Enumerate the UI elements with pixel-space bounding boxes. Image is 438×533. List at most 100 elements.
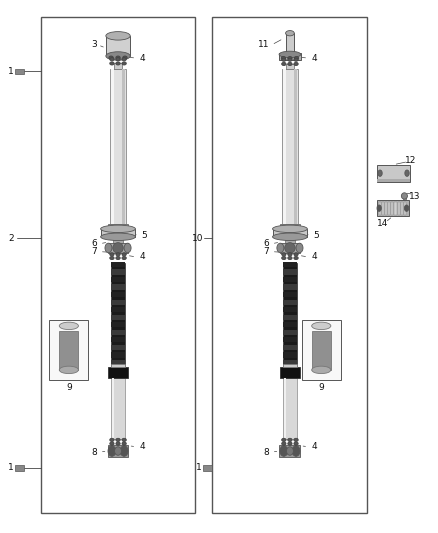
Ellipse shape — [110, 253, 114, 256]
Bar — [111, 360, 125, 365]
Ellipse shape — [404, 205, 409, 212]
Ellipse shape — [106, 52, 130, 60]
Bar — [283, 314, 297, 320]
Bar — [15, 69, 24, 74]
Text: 12: 12 — [405, 156, 416, 165]
Bar — [283, 307, 297, 312]
Ellipse shape — [282, 442, 286, 445]
Bar — [15, 465, 24, 471]
Bar — [111, 292, 125, 297]
Bar — [377, 200, 409, 216]
Text: 11: 11 — [258, 41, 269, 50]
Bar — [112, 378, 114, 439]
Bar — [302, 319, 341, 381]
Ellipse shape — [288, 58, 292, 61]
Text: 8: 8 — [263, 448, 269, 457]
Bar — [106, 36, 130, 56]
Text: 4: 4 — [311, 253, 317, 262]
Ellipse shape — [122, 62, 126, 65]
Ellipse shape — [288, 442, 292, 445]
Bar — [312, 331, 331, 370]
Ellipse shape — [377, 205, 381, 212]
Bar — [109, 224, 127, 229]
Text: 5: 5 — [141, 231, 147, 240]
Bar — [111, 277, 125, 282]
Bar — [111, 285, 125, 289]
Ellipse shape — [116, 442, 120, 445]
Ellipse shape — [294, 438, 298, 441]
Ellipse shape — [110, 256, 114, 260]
Ellipse shape — [109, 56, 113, 59]
Bar — [283, 300, 297, 305]
Text: 3: 3 — [91, 41, 97, 50]
Bar — [212, 17, 367, 513]
Bar — [203, 465, 212, 471]
Ellipse shape — [288, 256, 292, 260]
Bar — [294, 69, 297, 224]
Bar — [111, 307, 125, 312]
Ellipse shape — [288, 56, 292, 60]
Text: 5: 5 — [313, 231, 319, 240]
Ellipse shape — [110, 62, 114, 65]
Ellipse shape — [282, 438, 286, 441]
Bar — [286, 33, 294, 54]
Ellipse shape — [288, 253, 292, 256]
Ellipse shape — [122, 58, 126, 61]
Bar — [111, 269, 125, 274]
Ellipse shape — [277, 243, 284, 253]
Text: 1: 1 — [8, 67, 14, 76]
Bar — [401, 202, 403, 215]
Text: 4: 4 — [139, 54, 145, 62]
Bar — [283, 277, 297, 282]
Ellipse shape — [288, 438, 292, 441]
Ellipse shape — [115, 447, 121, 455]
Ellipse shape — [110, 442, 114, 445]
Bar — [280, 224, 300, 229]
Ellipse shape — [108, 446, 116, 456]
Ellipse shape — [282, 256, 286, 260]
Ellipse shape — [378, 170, 382, 176]
Ellipse shape — [312, 322, 331, 329]
Bar — [108, 445, 128, 457]
Ellipse shape — [294, 56, 299, 60]
Bar — [59, 331, 78, 370]
Bar — [283, 337, 297, 343]
Bar — [283, 360, 297, 365]
Bar — [404, 202, 406, 215]
Text: 13: 13 — [409, 192, 420, 201]
Ellipse shape — [123, 56, 127, 59]
Bar — [111, 263, 125, 367]
Text: 4: 4 — [139, 442, 145, 451]
Bar — [403, 196, 406, 209]
Ellipse shape — [286, 30, 294, 36]
Ellipse shape — [294, 62, 298, 66]
Bar — [111, 352, 125, 358]
Bar — [283, 285, 297, 289]
Ellipse shape — [101, 233, 135, 240]
Bar — [283, 322, 297, 327]
Bar — [283, 262, 297, 267]
Text: 8: 8 — [91, 448, 97, 457]
Bar — [111, 330, 125, 335]
Ellipse shape — [282, 253, 286, 256]
Text: 1: 1 — [196, 464, 201, 472]
Bar — [279, 445, 300, 457]
Ellipse shape — [105, 243, 112, 253]
Bar — [111, 345, 125, 350]
Text: 4: 4 — [311, 442, 317, 451]
Ellipse shape — [292, 446, 300, 456]
Bar — [391, 202, 393, 215]
Bar — [286, 64, 294, 69]
Text: 1: 1 — [8, 464, 14, 472]
Ellipse shape — [122, 442, 126, 445]
Bar — [111, 314, 125, 320]
Ellipse shape — [281, 56, 286, 60]
Text: 6: 6 — [263, 239, 269, 248]
Ellipse shape — [282, 58, 286, 61]
Bar — [283, 69, 286, 224]
Bar — [395, 202, 397, 215]
Bar — [283, 269, 297, 274]
Ellipse shape — [124, 243, 131, 253]
Bar — [41, 17, 195, 513]
Ellipse shape — [296, 243, 303, 253]
